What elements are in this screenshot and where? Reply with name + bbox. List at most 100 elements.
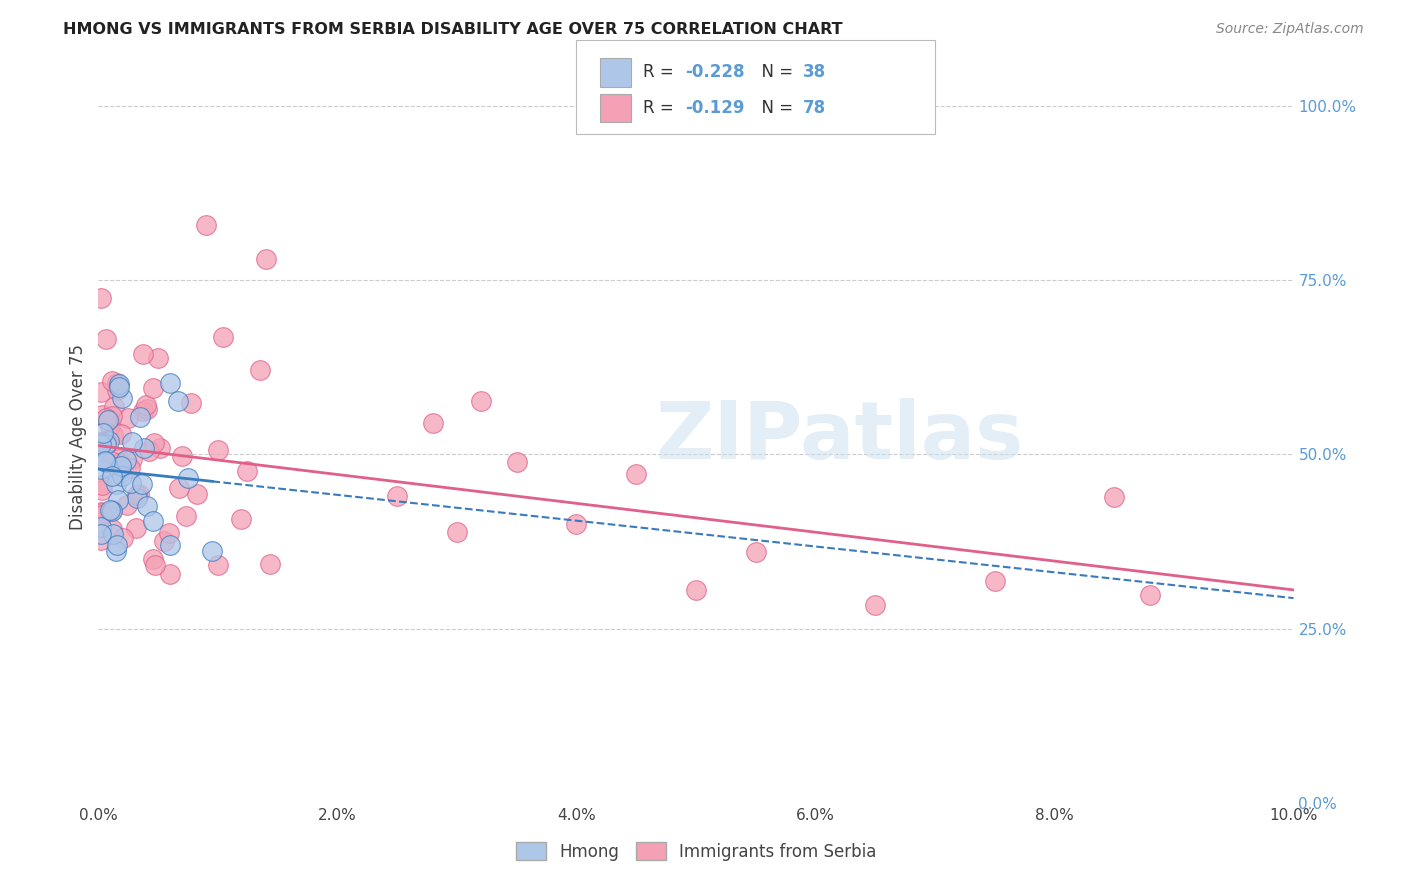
- Point: [142, 514, 165, 528]
- Point: [103, 400, 125, 414]
- Point: [90, 533, 112, 548]
- Point: [90, 437, 112, 451]
- Point: [90, 506, 112, 520]
- Text: Source: ZipAtlas.com: Source: ZipAtlas.com: [1216, 22, 1364, 37]
- Point: [90, 291, 112, 305]
- Point: [132, 441, 155, 455]
- Point: [118, 460, 141, 475]
- Point: [626, 467, 648, 482]
- Point: [90, 434, 112, 449]
- Text: 38: 38: [803, 63, 825, 81]
- Point: [104, 457, 127, 471]
- Point: [128, 487, 150, 501]
- Point: [142, 381, 165, 395]
- Point: [249, 363, 271, 377]
- Point: [984, 574, 1007, 588]
- Point: [186, 486, 208, 500]
- Point: [96, 333, 118, 347]
- Point: [174, 509, 197, 524]
- Text: HMONG VS IMMIGRANTS FROM SERBIA DISABILITY AGE OVER 75 CORRELATION CHART: HMONG VS IMMIGRANTS FROM SERBIA DISABILI…: [63, 22, 842, 37]
- Point: [143, 558, 166, 573]
- Point: [132, 347, 155, 361]
- Point: [107, 493, 129, 508]
- Point: [167, 393, 190, 408]
- Point: [159, 376, 181, 390]
- Point: [207, 558, 229, 572]
- Text: N =: N =: [751, 63, 799, 81]
- Point: [110, 459, 132, 474]
- Legend: Hmong, Immigrants from Serbia: Hmong, Immigrants from Serbia: [509, 836, 883, 868]
- Point: [90, 520, 112, 534]
- Point: [94, 410, 117, 425]
- Point: [565, 517, 588, 532]
- Point: [107, 379, 129, 393]
- Point: [131, 477, 153, 491]
- Point: [117, 411, 139, 425]
- Point: [177, 470, 200, 484]
- Point: [385, 490, 409, 504]
- Point: [90, 505, 112, 519]
- Text: 78: 78: [803, 99, 825, 117]
- Point: [111, 469, 134, 483]
- Point: [115, 452, 138, 467]
- Point: [146, 351, 169, 366]
- Point: [96, 455, 118, 469]
- Point: [212, 330, 235, 344]
- Point: [101, 504, 124, 518]
- Point: [121, 434, 143, 449]
- Point: [470, 394, 492, 409]
- Point: [135, 399, 157, 413]
- Point: [170, 449, 193, 463]
- Point: [110, 391, 132, 405]
- Text: R =: R =: [643, 99, 679, 117]
- Text: N =: N =: [751, 99, 799, 117]
- Point: [90, 527, 112, 541]
- Point: [100, 454, 122, 468]
- Point: [94, 453, 117, 467]
- Point: [254, 252, 277, 267]
- Point: [101, 522, 124, 536]
- Point: [685, 582, 707, 597]
- Point: [128, 410, 150, 425]
- Point: [159, 566, 181, 581]
- Point: [149, 441, 172, 455]
- Point: [132, 404, 155, 418]
- Point: [90, 385, 112, 400]
- Point: [101, 503, 124, 517]
- Point: [101, 374, 124, 388]
- Point: [125, 491, 148, 505]
- Point: [110, 426, 132, 441]
- Point: [195, 218, 218, 232]
- Point: [98, 503, 121, 517]
- Point: [142, 552, 165, 566]
- Point: [97, 434, 120, 448]
- Point: [91, 426, 114, 441]
- Point: [153, 534, 176, 549]
- Point: [90, 462, 112, 476]
- Text: ZIPatlas: ZIPatlas: [655, 398, 1024, 476]
- Text: R =: R =: [643, 63, 679, 81]
- Point: [259, 557, 281, 571]
- Point: [422, 416, 444, 430]
- Point: [236, 464, 259, 478]
- Point: [101, 427, 124, 442]
- Point: [90, 409, 112, 423]
- Point: [120, 475, 142, 490]
- Point: [110, 466, 132, 480]
- Point: [112, 531, 135, 545]
- Point: [91, 483, 114, 497]
- Point: [125, 521, 148, 535]
- Point: [101, 469, 124, 483]
- Point: [207, 442, 229, 457]
- Y-axis label: Disability Age Over 75: Disability Age Over 75: [69, 344, 87, 530]
- Text: -0.228: -0.228: [685, 63, 744, 81]
- Point: [167, 481, 190, 495]
- Point: [105, 476, 128, 491]
- Point: [865, 598, 887, 612]
- Point: [101, 527, 124, 541]
- Point: [157, 525, 180, 540]
- Point: [104, 544, 127, 558]
- Point: [105, 538, 128, 552]
- Point: [101, 409, 124, 424]
- Point: [117, 498, 139, 512]
